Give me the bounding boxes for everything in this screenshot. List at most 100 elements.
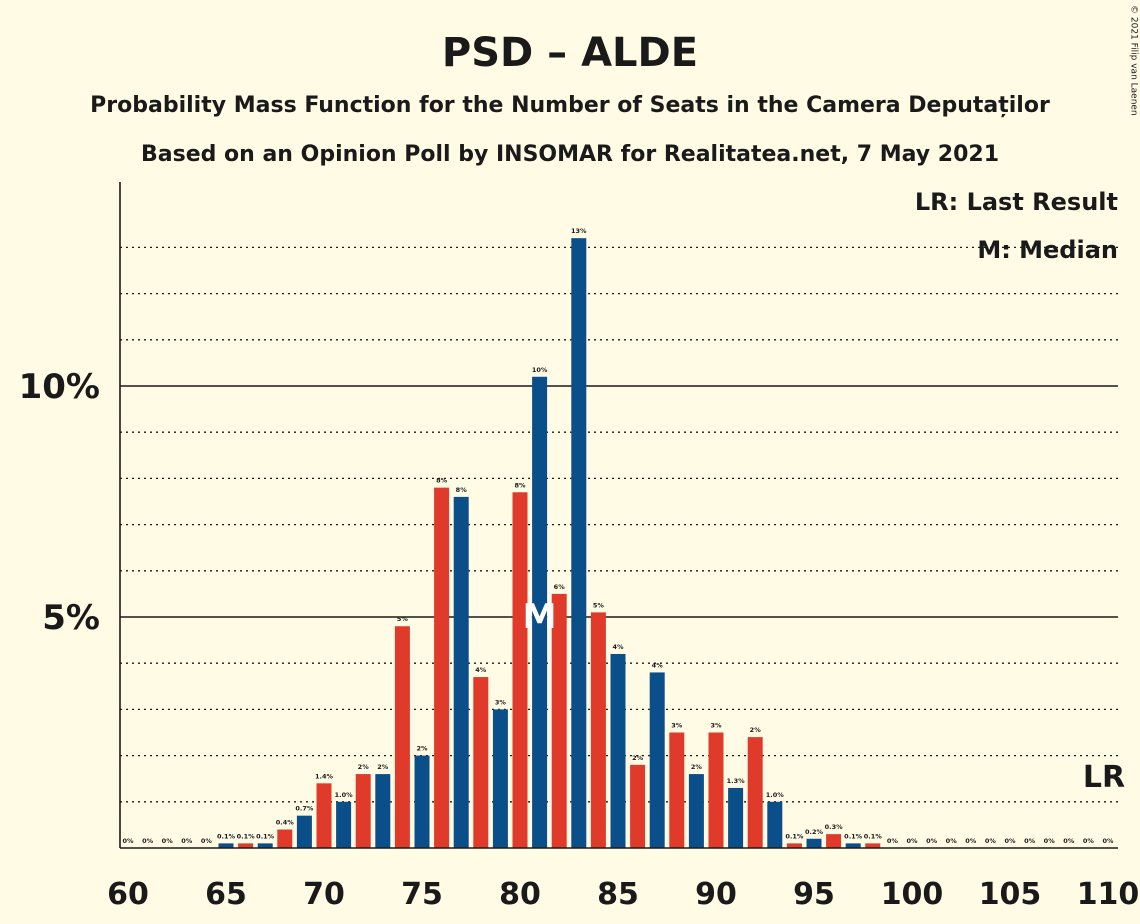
bar-seat-79 (492, 709, 508, 848)
bar-seat-94 (786, 843, 802, 848)
bar-label-seat-83: 13% (571, 227, 587, 235)
bar-label-seat-85: 4% (612, 643, 624, 651)
x-tick-95: 95 (793, 877, 835, 912)
bar-label-seat-68: 0.4% (276, 819, 295, 827)
bar-label-seat-73: 2% (377, 763, 389, 771)
x-tick-100: 100 (881, 877, 944, 912)
bar-label-seat-69: 0.7% (295, 805, 314, 813)
bar-label-seat-107: 0% (1044, 837, 1056, 845)
bar-label-seat-110: 0% (1102, 837, 1114, 845)
bar-seat-73 (375, 774, 391, 848)
bar-label-seat-76: 8% (436, 477, 448, 485)
bar-seat-75 (414, 755, 430, 848)
bar-label-seat-99: 0% (887, 837, 899, 845)
bar-label-seat-62: 0% (162, 837, 174, 845)
bar-seat-76 (434, 487, 450, 848)
bar-label-seat-84: 5% (593, 601, 605, 609)
bar-label-seat-94: 0.1% (785, 832, 804, 840)
bar-label-seat-63: 0% (181, 837, 193, 845)
bar-value-labels: 0% 0% 0% 0% 0%0.1% 0.1% 0.1%0.4%0.7%1.4%1.0%2%… (122, 227, 1114, 845)
bar-label-seat-86: 2% (632, 754, 644, 762)
bar-label-seat-91: 1.3% (727, 777, 746, 785)
chart-subtitle-2: Based on an Opinion Poll by INSOMAR for … (141, 142, 999, 167)
bar-label-seat-61: 0% (142, 837, 154, 845)
bar-seat-97 (845, 843, 861, 848)
bar-label-seat-96: 0.3% (825, 823, 844, 831)
bar-label-seat-60: 0% (122, 837, 134, 845)
bar-label-seat-64: 0% (201, 837, 213, 845)
bar-seat-84 (590, 612, 606, 848)
bar-label-seat-77: 8% (456, 486, 468, 494)
bar-seat-90 (708, 732, 724, 848)
axes (119, 182, 1118, 849)
bar-seat-66 (238, 843, 254, 848)
bar-seat-77 (453, 496, 469, 848)
chart-title: PSD – ALDE (442, 30, 698, 76)
x-tick-110: 110 (1077, 877, 1140, 912)
x-tick-70: 70 (303, 877, 345, 912)
bar-seat-85 (610, 653, 626, 848)
bar-label-seat-102: 0% (946, 837, 958, 845)
bar-label-seat-95: 0.2% (805, 828, 824, 836)
bar-seat-88 (669, 732, 685, 848)
bar-label-seat-108: 0% (1063, 837, 1075, 845)
bar-label-seat-97: 0.1% (844, 832, 863, 840)
bar-seat-80 (512, 492, 528, 848)
bar-label-seat-79: 3% (495, 698, 507, 706)
bar-label-seat-98: 0.1% (864, 832, 883, 840)
bar-seat-83 (571, 238, 587, 848)
bar-seat-96 (826, 834, 842, 848)
bar-label-seat-105: 0% (1004, 837, 1016, 845)
bar-label-seat-109: 0% (1083, 837, 1095, 845)
bar-label-seat-106: 0% (1024, 837, 1036, 845)
bar-seat-74 (394, 626, 410, 848)
bar-seat-70 (316, 783, 332, 848)
bar-seat-86 (630, 764, 646, 848)
bar-label-seat-70: 1.4% (315, 772, 334, 780)
bar-label-seat-103: 0% (965, 837, 977, 845)
y-tick-5: 5% (42, 598, 100, 638)
bar-label-seat-93: 1.0% (766, 791, 785, 799)
median-marker: M (523, 597, 557, 637)
bar-label-seat-101: 0% (926, 837, 938, 845)
bar-seat-82 (551, 593, 567, 848)
y-tick-10: 10% (19, 367, 100, 407)
bar-seat-87 (649, 672, 665, 848)
y-tick-labels: 5% 10% (19, 367, 100, 638)
bar-label-seat-65: 0.1% (217, 832, 236, 840)
bar-seat-72 (355, 774, 371, 848)
x-tick-65: 65 (205, 877, 247, 912)
x-tick-80: 80 (499, 877, 541, 912)
bar-label-seat-78: 4% (475, 666, 487, 674)
bar-label-seat-66: 0.1% (237, 832, 256, 840)
bar-label-seat-71: 1.0% (335, 791, 354, 799)
bar-label-seat-75: 2% (416, 745, 428, 753)
bar-label-seat-89: 2% (691, 763, 703, 771)
bar-label-seat-81: 10% (532, 366, 548, 374)
legend-median: M: Median (977, 236, 1118, 264)
bar-seat-92 (747, 737, 763, 848)
x-tick-105: 105 (979, 877, 1042, 912)
x-tick-60: 60 (107, 877, 149, 912)
x-tick-85: 85 (597, 877, 639, 912)
bar-label-seat-74: 5% (397, 615, 409, 623)
bar-seat-68 (277, 829, 293, 848)
bar-label-seat-88: 3% (671, 722, 683, 730)
bar-label-seat-104: 0% (985, 837, 997, 845)
bar-seat-69 (296, 815, 312, 848)
chart-subtitle-1: Probability Mass Function for the Number… (90, 93, 1050, 118)
bar-label-seat-92: 2% (750, 726, 762, 734)
bar-seat-89 (688, 774, 704, 848)
bar-label-seat-90: 3% (710, 722, 722, 730)
bar-label-seat-87: 4% (652, 661, 664, 669)
bar-label-seat-80: 8% (514, 481, 526, 489)
bar-seat-93 (767, 801, 783, 848)
bar-seat-78 (473, 677, 489, 848)
copyright-note: © 2021 Filip van Laenen (1129, 5, 1139, 116)
bar-seat-67 (257, 843, 273, 848)
bar-label-seat-67: 0.1% (256, 832, 275, 840)
last-result-marker: LR (1083, 760, 1125, 795)
bars (218, 238, 881, 848)
bar-seat-98 (865, 843, 881, 848)
x-tick-90: 90 (695, 877, 737, 912)
